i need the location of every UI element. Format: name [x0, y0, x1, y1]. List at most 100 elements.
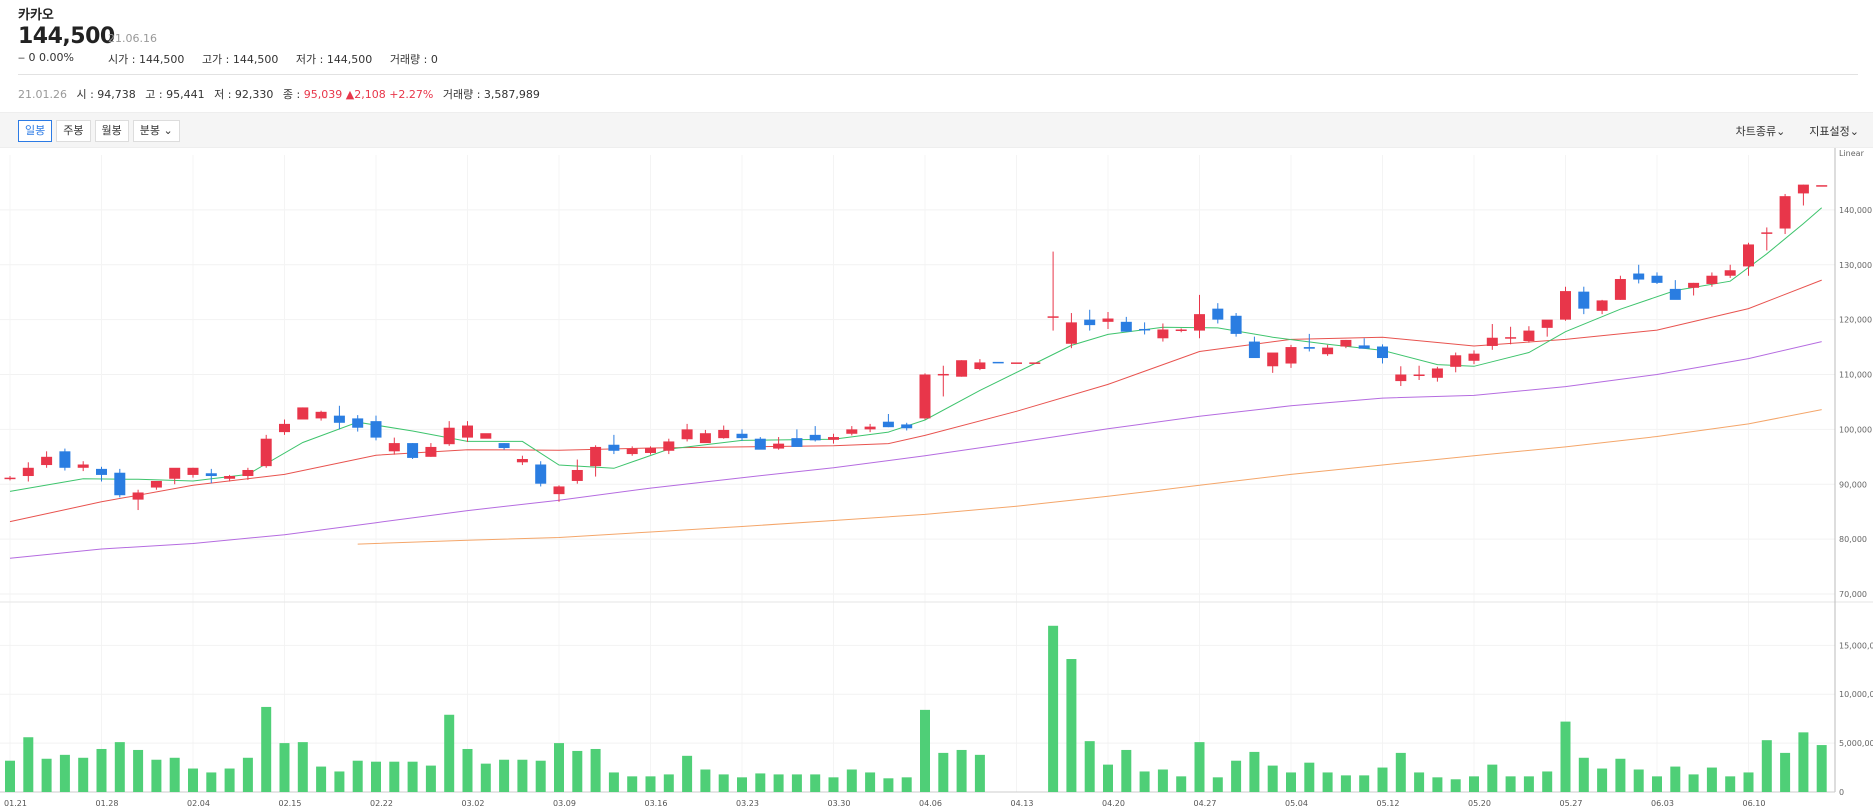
divider: [18, 74, 1858, 75]
candle-body: [1285, 347, 1297, 364]
candle-body: [1743, 244, 1754, 267]
candle-body: [992, 361, 1004, 364]
date-tick-label: 03.23: [736, 799, 759, 808]
candle: [205, 468, 217, 484]
volume-bar: [682, 755, 693, 792]
candle-body: [1578, 291, 1590, 309]
candle: [809, 426, 821, 442]
candle: [791, 429, 803, 447]
tab-weekly[interactable]: 주봉: [56, 120, 91, 142]
candle: [1724, 264, 1736, 278]
candle: [1084, 309, 1096, 331]
candle-body: [1468, 353, 1480, 361]
candle: [1358, 338, 1370, 349]
volume-bar: [865, 772, 876, 792]
candle: [1779, 193, 1791, 235]
date-tick-label: 02.22: [370, 799, 393, 808]
volume-bar: [791, 774, 802, 792]
candle: [96, 466, 107, 482]
candle-body: [480, 433, 492, 439]
candle-body: [1157, 329, 1169, 339]
candle-body: [1340, 339, 1352, 347]
candle-body: [77, 464, 89, 468]
chart-type-dropdown[interactable]: 차트종류⌄: [1736, 123, 1786, 139]
candle-body: [22, 467, 34, 477]
candle-body: [919, 374, 931, 419]
volume-bar: [1487, 764, 1498, 792]
volume-bar: [737, 777, 747, 792]
volume-bar: [389, 761, 400, 792]
volume-bar: [1322, 772, 1333, 792]
volume-bar: [1377, 767, 1388, 792]
volume-bar: [1194, 742, 1205, 792]
volume-bar: [352, 760, 363, 792]
candle: [718, 425, 730, 439]
period-tabs: 일봉 주봉 월봉 분봉 ⌄: [18, 120, 180, 142]
candle-body: [1084, 319, 1096, 326]
candle-body: [1047, 316, 1059, 318]
volume-bar: [517, 759, 528, 792]
candle-body: [1779, 196, 1791, 229]
candle-body: [956, 360, 968, 377]
candle-body: [59, 451, 71, 468]
candle: [297, 407, 309, 420]
candle: [571, 459, 583, 484]
volume-bar: [1743, 772, 1754, 792]
date-tick-label: 01.28: [96, 799, 119, 808]
candle-body: [1688, 282, 1700, 288]
candle-body: [809, 434, 821, 441]
candle-body: [571, 469, 583, 481]
volume-bar: [444, 714, 455, 792]
candle: [132, 489, 144, 511]
candle: [59, 448, 71, 471]
candle: [1706, 272, 1718, 287]
candle-body: [333, 415, 345, 423]
volume-bar: [371, 761, 381, 792]
indicator-settings-dropdown[interactable]: 지표설정⌄: [1809, 123, 1859, 139]
volume-bar: [1725, 776, 1736, 792]
candle-body: [1761, 232, 1773, 234]
candle: [1029, 362, 1041, 364]
candle-body: [791, 438, 803, 447]
candle: [1541, 319, 1553, 337]
volume-bar: [1395, 752, 1406, 792]
volume-bar: [663, 774, 674, 792]
date-tick-label: 04.13: [1011, 799, 1034, 808]
low-price: 저가 : 144,500: [295, 53, 373, 66]
candle: [1102, 311, 1114, 329]
candlestick-chart[interactable]: 70,000 80,000 90,000 100,000 110,000 120,000 1…: [0, 148, 1873, 811]
candle-body: [1505, 337, 1517, 339]
tab-daily[interactable]: 일봉: [18, 120, 53, 142]
candle: [1011, 362, 1022, 364]
ma20-line: [9, 279, 1822, 523]
tab-minute[interactable]: 분봉 ⌄: [132, 120, 180, 142]
volume-bar: [5, 760, 15, 792]
candle: [1120, 316, 1132, 332]
tab-minute-label: 분봉: [139, 124, 160, 137]
date-tick-label: 05.12: [1377, 799, 1400, 808]
candle: [1468, 350, 1480, 365]
volume-bar: [1542, 771, 1553, 792]
volume-bar: [1157, 769, 1168, 792]
candle-body: [1651, 275, 1663, 283]
candle-body: [1102, 318, 1114, 322]
volume-bar: [1139, 771, 1150, 792]
candle-body: [553, 486, 565, 495]
price-tick-label: 120,000: [1839, 316, 1872, 325]
candle: [4, 476, 16, 481]
tab-monthly[interactable]: 월봉: [94, 120, 129, 142]
candle: [1413, 365, 1425, 380]
volume-bar: [114, 742, 125, 792]
volume-bar: [78, 757, 89, 792]
trade-volume: 거래량 : 0: [389, 53, 438, 66]
volume-bar: [810, 774, 821, 792]
candle: [242, 467, 254, 480]
candle: [407, 443, 419, 460]
candle-body: [41, 456, 53, 466]
volume-bar: [901, 777, 912, 792]
candle-body: [773, 443, 785, 449]
candle: [846, 426, 858, 436]
candle: [480, 433, 492, 439]
volume-bar: [1304, 762, 1315, 792]
candle-body: [699, 433, 711, 444]
